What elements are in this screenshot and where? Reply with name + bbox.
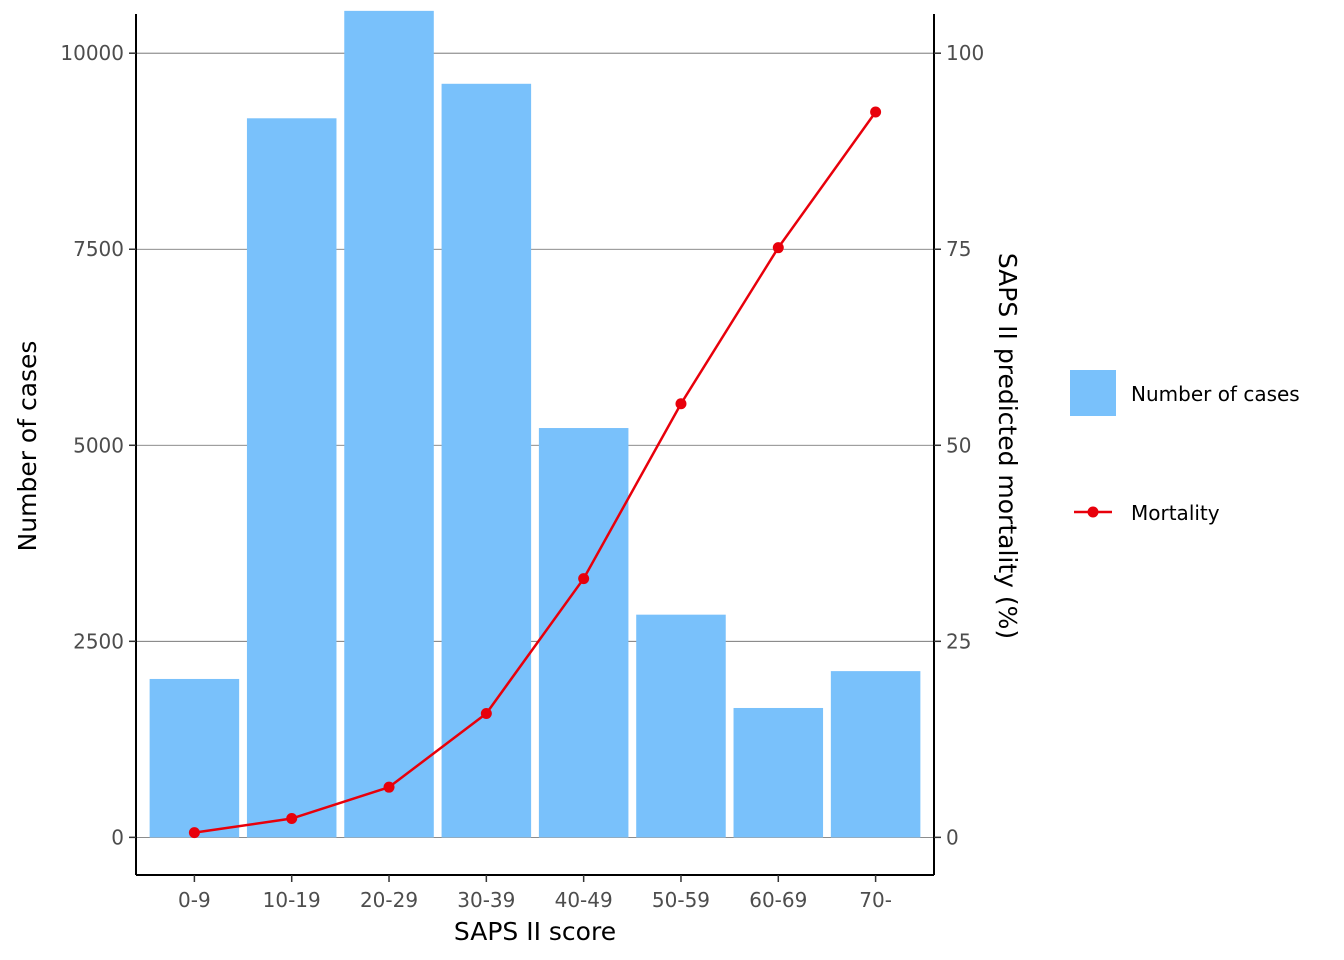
x-tick-label-50-59: 50-59 [652,888,710,912]
mortality-point-30-39 [480,707,492,719]
y-axis-left-ticks: 0 2500 5000 7500 10000 [60,41,136,849]
x-tick-label-60-69: 60-69 [749,888,807,912]
y-left-tick-label-2500: 2500 [73,629,124,653]
bar-60-69 [733,707,824,838]
mortality-point-50-59 [675,398,687,410]
bar-10-19 [246,118,337,838]
bar-20-29 [344,10,434,838]
bar-40-49 [538,428,629,838]
legend-key-mortality-point [1087,506,1099,518]
legend: Number of cases Mortality [1070,370,1300,525]
mortality-point-10-19 [286,813,298,825]
x-tick-label-20-29: 20-29 [360,888,418,912]
mortality-point-20-29 [383,781,395,793]
y-left-tick-label-5000: 5000 [73,433,124,457]
x-axis-title: SAPS II score [454,917,616,946]
x-tick-label-30-39: 30-39 [457,888,515,912]
y-right-tick-label-50: 50 [946,433,971,457]
mortality-point-0-9 [188,827,200,839]
mortality-point-40-49 [578,573,590,585]
y-right-tick-label-0: 0 [946,825,959,849]
y-left-tick-label-0: 0 [111,825,124,849]
bars-layer [149,10,921,838]
x-axis-ticks: 0-9 10-19 20-29 30-39 40-49 50-59 60-69 70- [178,875,892,912]
bar-50-59 [636,614,726,838]
x-tick-label-0-9: 0-9 [178,888,211,912]
legend-label-number-of-cases: Number of cases [1131,382,1300,406]
axes-layer [135,14,935,876]
y-axis-left-title: Number of cases [13,341,42,552]
x-tick-label-70-: 70- [859,888,892,912]
mortality-point-70- [870,106,882,118]
y-left-tick-label-10000: 10000 [60,41,124,65]
bar-0-9 [149,678,240,838]
bar-70- [830,671,921,838]
y-axis-right-ticks: 0 25 50 75 100 [934,41,984,849]
bar-30-39 [441,83,532,838]
x-tick-label-40-49: 40-49 [555,888,613,912]
legend-label-mortality: Mortality [1131,501,1220,525]
legend-key-number-of-cases [1070,370,1116,416]
x-tick-label-10-19: 10-19 [263,888,321,912]
mortality-point-60-69 [772,242,784,254]
y-axis-right-title: SAPS II predicted mortality (%) [993,253,1022,639]
y-right-tick-label-75: 75 [946,237,971,261]
y-right-tick-label-25: 25 [946,629,971,653]
y-right-tick-label-100: 100 [946,41,984,65]
y-left-tick-label-7500: 7500 [73,237,124,261]
line-layer [188,106,882,839]
mortality-line [194,111,877,834]
